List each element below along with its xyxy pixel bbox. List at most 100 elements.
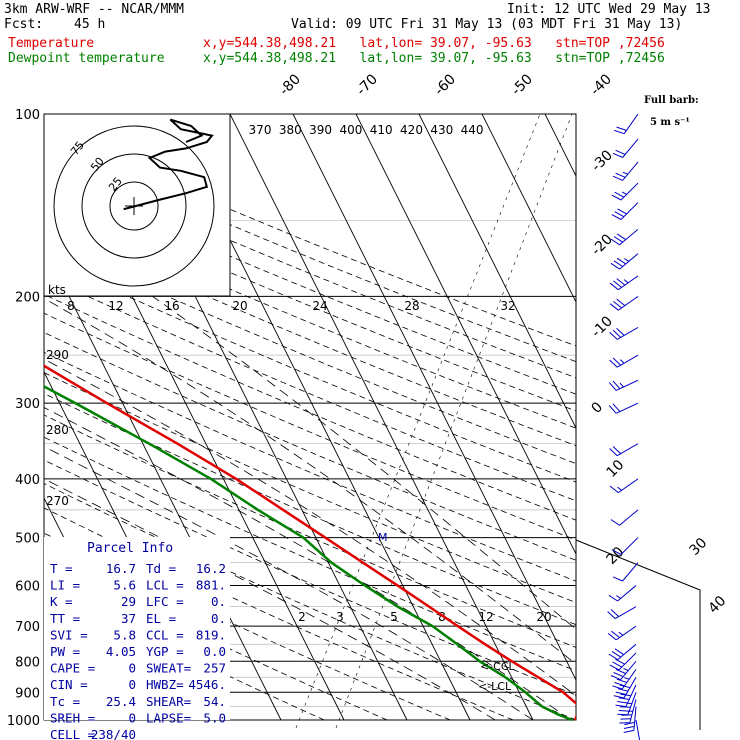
parcel-key: SREH = — [50, 710, 95, 725]
wind-barb-flag — [607, 633, 617, 641]
mixing-ratio-top-label: 8 — [67, 299, 75, 313]
dry-adiabat-line — [44, 483, 576, 721]
wind-barb-flag — [608, 594, 618, 602]
wind-barb-flag — [613, 672, 624, 678]
wind-barb-flag — [610, 675, 621, 681]
parcel-value-2: 0.0 — [203, 644, 226, 659]
parcel-value: 0 — [128, 661, 136, 676]
pressure-tick-label: 400 — [15, 473, 40, 488]
wind-barb-staff — [623, 113, 639, 134]
parcel-value-2: 54. — [203, 694, 226, 709]
temperature-legend: Temperature — [8, 36, 95, 51]
mixing-ratio-top-label: 20 — [232, 299, 247, 313]
wind-barb-flag — [623, 729, 635, 733]
wind-barb-flag — [618, 697, 630, 700]
dry-adiabat-line — [44, 206, 576, 429]
model-title: 3km ARW-WRF -- NCAR/MMM — [4, 2, 185, 17]
wind-barb-flag — [623, 725, 635, 729]
wind-barb-flag — [609, 448, 618, 457]
wind-barb-flag — [616, 126, 627, 131]
wind-barb-flag — [612, 403, 621, 412]
dry-adiabat-line — [44, 351, 576, 582]
wind-barb-half — [619, 359, 625, 364]
isotherm-label: 30 — [687, 535, 711, 559]
parcel-value: 4.05 — [106, 644, 136, 659]
isotherm-line — [355, 114, 576, 556]
mixing-ratio-top-label: 12 — [108, 299, 123, 313]
wind-barb-flag — [615, 658, 625, 665]
parcel-key: LI = — [50, 578, 80, 593]
pressure-tick-label: 300 — [15, 397, 40, 412]
wind-barb-staff — [623, 676, 637, 699]
theta-label: 400 — [339, 123, 362, 137]
parcel-value-2: 0. — [211, 611, 226, 626]
wind-barb-flag — [609, 303, 619, 311]
parcel-value-2: 819. — [196, 627, 226, 642]
wind-barb-flag — [615, 704, 626, 708]
parcel-value: 238/40 — [91, 727, 136, 740]
wind-barb-flag — [615, 668, 626, 674]
isotherm-line — [481, 114, 576, 304]
wind-barb-flag — [609, 282, 619, 291]
moist-adiabat-line — [44, 478, 496, 721]
dry-adiabat-line — [44, 240, 576, 465]
forecast-hours: 45 h — [74, 17, 106, 32]
moist-adiabat-line — [152, 296, 576, 630]
pressure-tick-label: 900 — [15, 686, 40, 701]
dry-adiabat-line — [44, 414, 576, 648]
isotherm-label: 10 — [604, 457, 628, 481]
marker-annotation: M — [378, 531, 388, 544]
dry-adiabat-line — [44, 585, 325, 721]
wind-barb-flag — [609, 485, 619, 493]
parcel-key: CIN = — [50, 677, 88, 692]
wind-barb-flag — [612, 175, 623, 181]
wind-barb-flag — [614, 191, 625, 198]
wind-barb-flag — [610, 262, 620, 270]
isotherm-label: -10 — [589, 313, 616, 340]
isotherm-label: 40 — [706, 593, 730, 617]
wind-barb-flag — [608, 653, 618, 661]
mixing-ratio-top-label: 32 — [500, 299, 515, 313]
moist-adiabat-line — [44, 297, 576, 665]
wind-barb-flag — [609, 359, 618, 368]
wind-barb-flag — [614, 648, 624, 656]
parcel-value: 5.8 — [113, 627, 136, 642]
parcel-key-2: Td = — [146, 561, 176, 576]
dry-adiabat-line — [44, 507, 514, 721]
full-barb-label: Full barb: — [643, 95, 699, 106]
parcel-key-2: LCL = — [146, 578, 184, 593]
wind-barb-flag — [613, 236, 623, 243]
temperature-station-info: x,y=544.38,498.21 lat,lon= 39.07, -95.63… — [203, 36, 665, 51]
mixing-ratio-top-label: 28 — [404, 299, 419, 313]
parcel-value: 37 — [121, 611, 136, 626]
pressure-tick-label: 600 — [15, 580, 40, 595]
mixing-ratio-bottom-label: 20 — [536, 610, 551, 624]
wind-barb-half — [623, 667, 629, 671]
wind-barb-flag — [616, 678, 627, 683]
parcel-value: 29 — [121, 594, 136, 609]
pressure-tick-label: 100 — [15, 108, 40, 123]
parcel-value-2: 4546. — [188, 677, 226, 692]
isotherm-label: -20 — [589, 231, 616, 258]
parcel-value: 16.7 — [106, 561, 136, 576]
parcel-value-2: 881. — [196, 578, 226, 593]
parcel-key: SVI = — [50, 627, 88, 642]
parcel-key-2: CCL = — [146, 627, 184, 642]
parcel-value: 25.4 — [106, 694, 136, 709]
wind-barb-staff — [620, 537, 639, 555]
wind-barb-flag — [616, 257, 626, 265]
wind-barb-flag — [607, 611, 616, 619]
plot-frame — [43, 113, 577, 721]
isotherm-label: -70 — [354, 71, 381, 98]
parcel-key: CELL = — [50, 727, 95, 740]
wind-barb-half — [617, 486, 622, 491]
parcel-key: Tc = — [50, 694, 80, 709]
hodograph-unit-label: kts — [48, 283, 66, 297]
theta-label: 420 — [400, 123, 423, 137]
wind-barb-flag — [616, 327, 625, 336]
parcel-value-2: 16.2 — [196, 561, 226, 576]
parcel-value: 0 — [128, 677, 136, 692]
dewpoint-station-info: x,y=544.38,498.21 lat,lon= 39.07, -95.63… — [203, 51, 665, 66]
parcel-value: 5.6 — [113, 578, 136, 593]
